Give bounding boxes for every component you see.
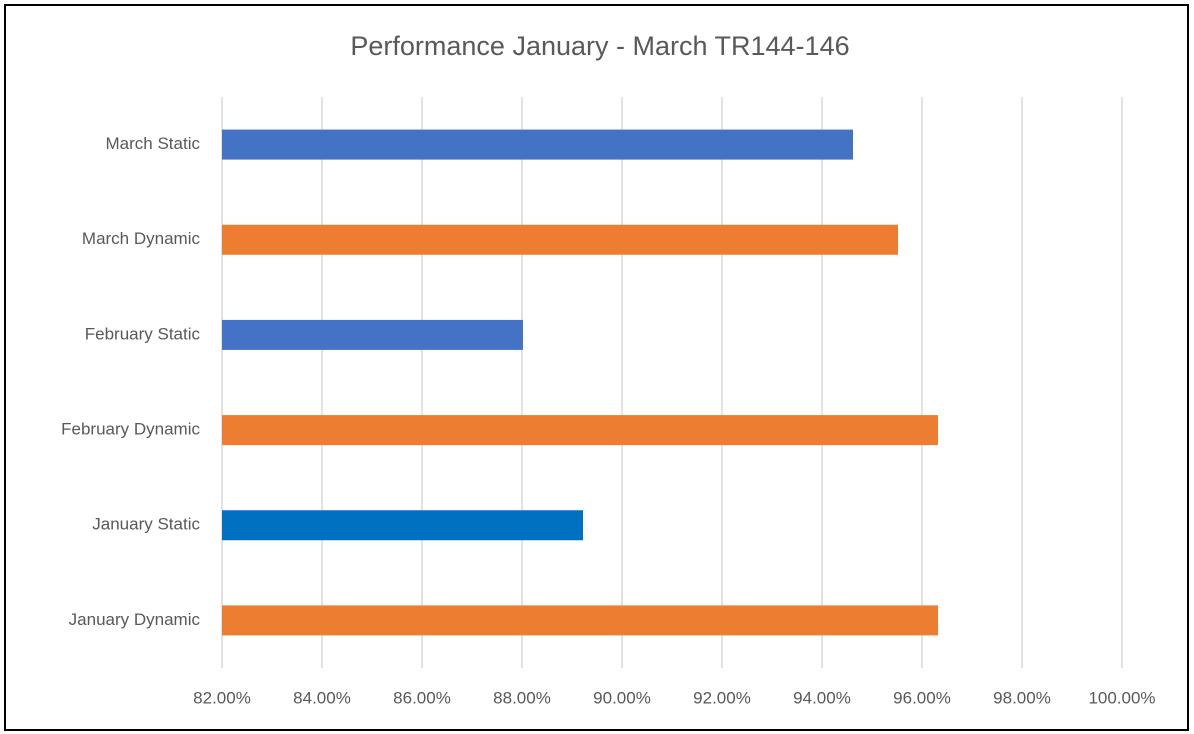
- bar: [222, 129, 853, 160]
- x-tick-label: 84.00%: [293, 688, 351, 707]
- x-tick-label: 82.00%: [193, 688, 251, 707]
- bar: [222, 319, 523, 350]
- chart-title: Performance January - March TR144-146: [350, 31, 849, 61]
- bar: [222, 510, 583, 541]
- y-tick-label: February Dynamic: [61, 420, 200, 439]
- bar: [222, 415, 938, 446]
- y-tick-label: January Static: [92, 515, 200, 534]
- bar: [222, 605, 938, 636]
- x-tick-label: 88.00%: [493, 688, 551, 707]
- y-tick-label: March Static: [106, 134, 201, 153]
- y-tick-label: February Static: [85, 324, 201, 343]
- x-tick-label: 98.00%: [993, 688, 1051, 707]
- bar: [222, 224, 898, 255]
- x-tick-label: 92.00%: [693, 688, 751, 707]
- x-tick-label: 86.00%: [393, 688, 451, 707]
- y-tick-label: March Dynamic: [82, 229, 201, 248]
- x-tick-label: 94.00%: [793, 688, 851, 707]
- x-tick-label: 96.00%: [893, 688, 951, 707]
- x-tick-label: 90.00%: [593, 688, 651, 707]
- y-tick-label: January Dynamic: [69, 610, 201, 629]
- x-tick-label: 100.00%: [1088, 688, 1155, 707]
